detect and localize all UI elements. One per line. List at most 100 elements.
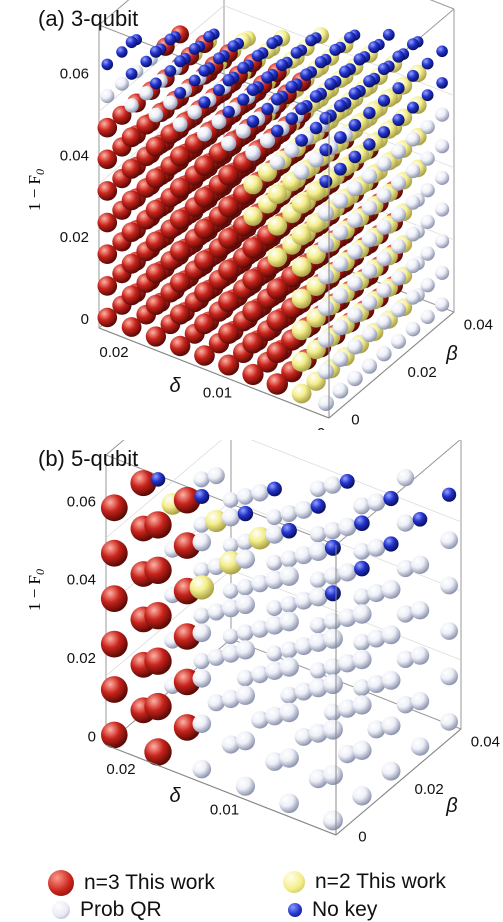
point-q — [405, 163, 421, 179]
point-q — [405, 258, 421, 274]
point-k — [354, 515, 370, 531]
box-edge — [429, 0, 455, 10]
point-q — [338, 517, 357, 537]
point-q — [221, 689, 240, 709]
point-q — [251, 620, 269, 638]
point-n3 — [144, 556, 172, 584]
point-k — [261, 102, 274, 116]
point-k — [266, 37, 279, 50]
point-q — [361, 263, 378, 279]
point-n2 — [205, 509, 228, 533]
point-n3 — [242, 269, 264, 291]
point-q — [294, 546, 313, 565]
beta-axis-label: β — [445, 795, 457, 817]
legend-no-key: No key — [288, 898, 377, 922]
point-n2 — [243, 175, 263, 195]
point-k — [412, 512, 428, 527]
point-k — [198, 96, 211, 109]
point-n3 — [266, 341, 288, 364]
point-k — [348, 118, 362, 132]
point-k — [164, 65, 177, 77]
delta-tick-label: 0.01 — [210, 802, 239, 819]
point-q — [148, 107, 164, 123]
delta-tick-label: 0.01 — [203, 385, 232, 402]
z-tick-label: 0.04 — [67, 572, 96, 589]
point-n3 — [144, 511, 172, 539]
point-q — [236, 624, 254, 641]
point-q — [440, 712, 458, 731]
point-q — [361, 231, 378, 248]
point-n3 — [145, 168, 166, 189]
point-q — [317, 395, 334, 411]
point-k — [276, 59, 289, 72]
point-q — [221, 135, 237, 152]
point-n3 — [170, 146, 191, 167]
point-k — [383, 536, 399, 552]
point-q — [279, 566, 299, 586]
point-q — [440, 531, 458, 549]
point-q — [352, 740, 372, 760]
box-frame — [105, 440, 462, 836]
point-k — [421, 89, 434, 102]
point-q — [236, 488, 254, 505]
point-q — [192, 532, 212, 552]
point-q — [410, 601, 430, 620]
point-k — [101, 58, 114, 71]
point-q — [391, 144, 406, 159]
point-n3 — [101, 721, 128, 749]
point-k — [246, 115, 260, 128]
point-n3 — [97, 276, 118, 296]
point-k — [251, 49, 264, 62]
point-n3 — [218, 322, 240, 344]
point-q — [269, 154, 286, 171]
point-q — [332, 256, 349, 272]
legend-no-key-marker — [288, 903, 302, 917]
point-q — [410, 646, 430, 665]
point-q — [391, 333, 406, 349]
point-k — [174, 55, 187, 68]
point-q — [251, 574, 269, 593]
point-q — [435, 170, 450, 185]
point-q — [347, 180, 363, 197]
point-k — [149, 45, 162, 58]
point-n3 — [97, 307, 118, 328]
point-k — [310, 498, 326, 514]
point-n3 — [145, 263, 166, 284]
point-n3 — [242, 363, 264, 386]
beta-tick-label: 0 — [358, 829, 366, 846]
point-n3 — [144, 602, 172, 630]
point-k — [344, 31, 356, 44]
point-q — [338, 744, 357, 764]
point-q — [235, 123, 251, 139]
point-q — [410, 737, 430, 756]
panel-title: (b) 5-qubit — [38, 446, 138, 471]
point-q — [265, 706, 284, 726]
point-q — [420, 214, 435, 229]
point-k — [267, 481, 282, 497]
z-tick-label: 0.02 — [60, 229, 89, 246]
point-q — [221, 735, 240, 754]
point-k — [436, 77, 448, 89]
point-k — [377, 62, 391, 75]
point-q — [405, 321, 421, 337]
point-q — [309, 526, 327, 543]
point-q — [284, 142, 300, 158]
point-n3 — [100, 676, 128, 703]
point-k — [354, 560, 370, 577]
point-q — [309, 571, 327, 588]
point-q — [396, 696, 415, 714]
point-n3 — [170, 209, 191, 230]
point-n3 — [121, 190, 142, 211]
point-k — [348, 87, 362, 100]
point-q — [294, 500, 313, 519]
point-q — [317, 300, 334, 317]
point-n2 — [291, 193, 312, 214]
point-q — [192, 714, 212, 733]
point-q — [323, 476, 342, 494]
legend-n2-marker — [283, 871, 305, 893]
point-q — [245, 145, 261, 161]
point-q — [361, 326, 378, 343]
point-k — [237, 505, 254, 522]
point-k — [281, 522, 297, 539]
point-k — [421, 57, 434, 70]
